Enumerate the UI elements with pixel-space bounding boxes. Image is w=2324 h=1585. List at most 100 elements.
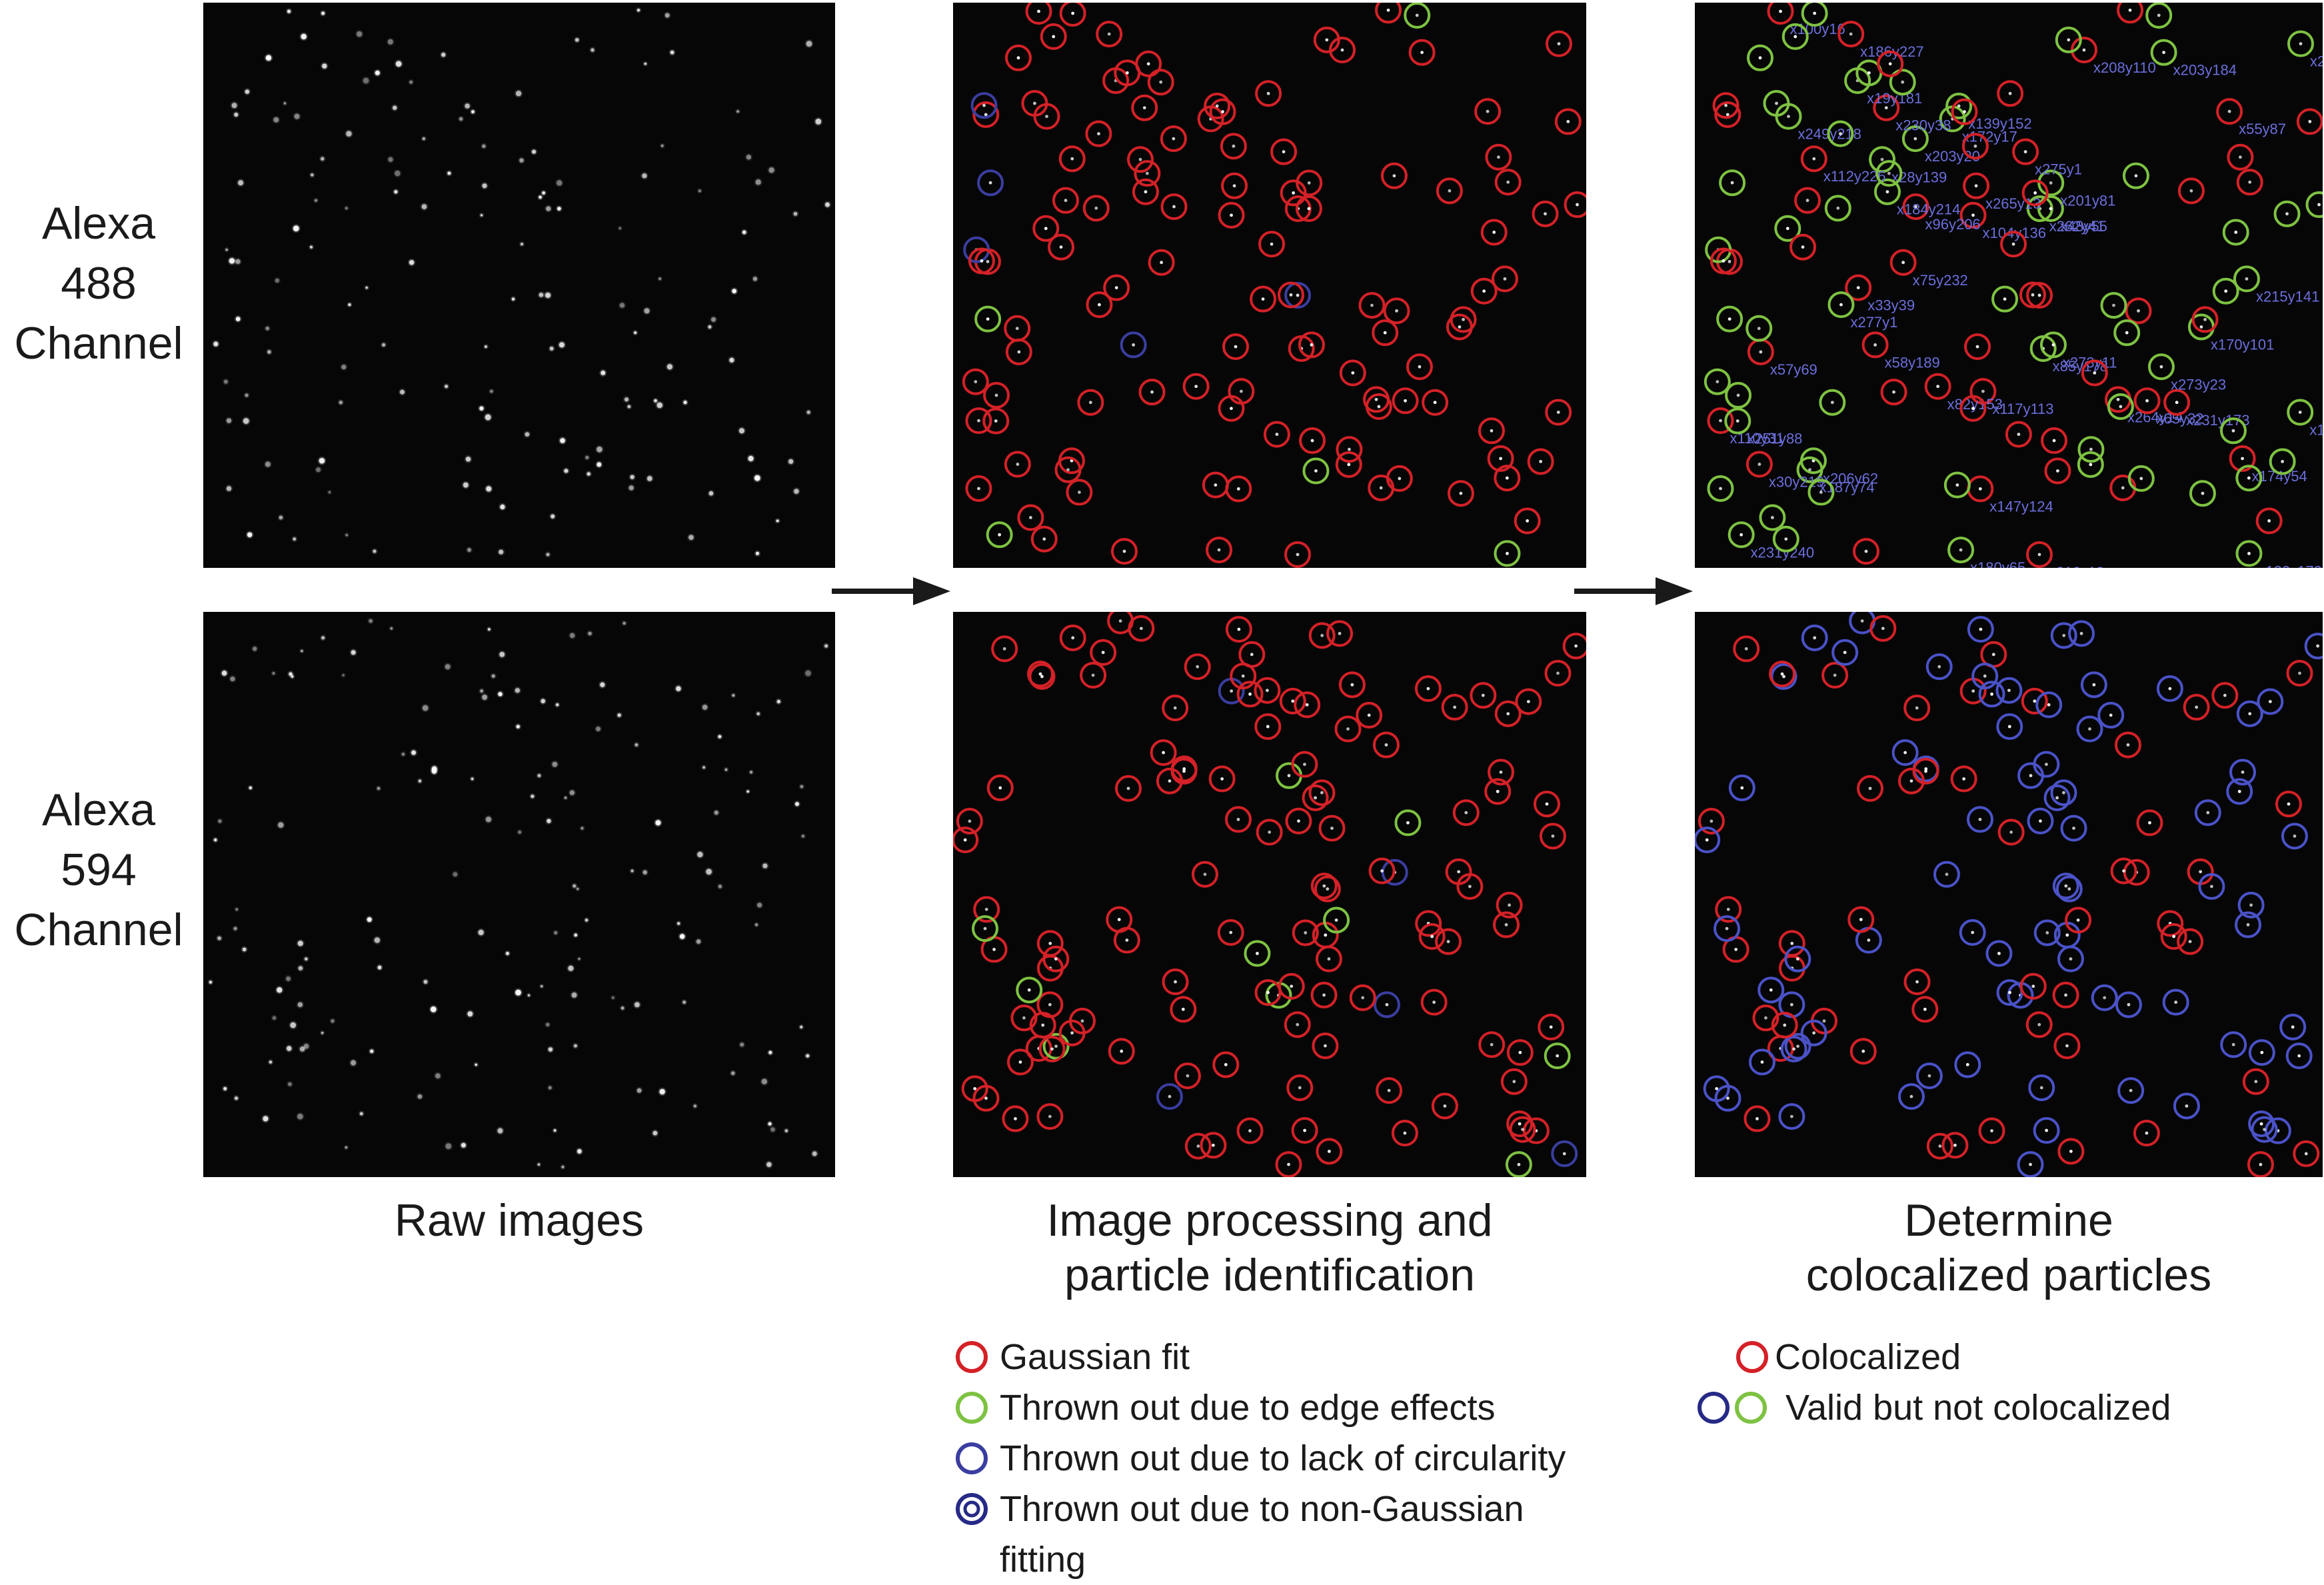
particle-spot <box>461 1142 466 1148</box>
particle-spot <box>1446 940 1450 944</box>
particle-spot <box>311 173 314 177</box>
particle-circle-icon <box>2019 281 2046 309</box>
raw-image-488 <box>203 3 835 568</box>
particle-spot <box>1379 486 1383 490</box>
particle-spot <box>1909 1094 1913 1098</box>
particle-circle-icon <box>2162 988 2189 1016</box>
processed-image-594 <box>953 612 1586 1177</box>
particle-spot <box>235 908 239 911</box>
particle-spot <box>683 401 687 405</box>
particle-spot <box>370 1049 374 1053</box>
particle-spot <box>298 966 303 970</box>
particle-spot <box>596 462 602 467</box>
particle-spot <box>1936 385 1940 389</box>
particle-spot <box>2157 13 2161 17</box>
particle-spot <box>1923 1007 1927 1011</box>
particle-spot <box>1040 675 1044 679</box>
particle-circle-icon <box>2052 872 2079 900</box>
particle-spot <box>2317 203 2321 207</box>
particle-circle-icon <box>1480 219 1508 246</box>
particle-circle-icon <box>1748 1048 1775 1076</box>
particle-circle-icon <box>1278 972 1305 1000</box>
particle-spot <box>1793 35 1797 39</box>
particle-spot <box>1860 619 1864 623</box>
particle-circle-icon <box>1447 480 1474 507</box>
particle-spot <box>696 939 701 944</box>
particle-circle-icon <box>1295 195 1322 223</box>
coordinate-label: x139y152 <box>1968 115 2031 132</box>
particle-circle-icon <box>2053 1032 2081 1060</box>
particle-spot <box>515 688 521 693</box>
particle-spot <box>1182 767 1186 771</box>
particle-spot <box>1867 71 1871 75</box>
particle-spot <box>1186 1074 1190 1078</box>
particle-spot <box>393 105 397 110</box>
particle-circle-icon <box>1564 191 1586 219</box>
particle-spot <box>1849 32 1853 36</box>
particle-spot <box>1715 1086 1719 1090</box>
particle-spot <box>578 958 581 960</box>
particle-circle-icon <box>2035 691 2063 719</box>
particle-spot <box>1822 1019 1826 1023</box>
particle-spot <box>1953 1143 1957 1147</box>
particle-spot <box>1150 390 1154 394</box>
particle-spot <box>2145 399 2149 403</box>
particle-spot <box>1780 672 1784 676</box>
particle-spot <box>1901 80 1905 84</box>
particle-spot <box>297 1113 303 1120</box>
particle-spot <box>395 170 401 177</box>
particle-spot <box>2037 1022 2041 1026</box>
particle-spot <box>499 652 505 657</box>
particle-spot <box>800 785 804 789</box>
particle-spot <box>577 1149 582 1154</box>
particle-spot <box>1050 1047 1054 1051</box>
particle-spot <box>1314 469 1318 473</box>
particle-circle-icon <box>1115 775 1142 802</box>
particle-spot <box>225 249 228 251</box>
particle-spot <box>1071 636 1075 640</box>
particle-circle-icon <box>1514 507 1541 535</box>
particle-spot <box>806 410 810 415</box>
particle-spot <box>1430 934 1434 938</box>
particle-circle-icon <box>1058 145 1086 173</box>
particle-spot <box>1091 673 1095 677</box>
particle-circle-icon <box>1852 538 1879 565</box>
particle-circle-icon <box>1103 274 1130 301</box>
particle-circle-icon <box>1978 681 2005 708</box>
particle-spot <box>2037 293 2041 297</box>
particle-spot <box>541 699 545 704</box>
particle-spot <box>1859 918 1863 922</box>
particle-circle-icon <box>1491 265 1518 293</box>
particle-circle-icon <box>1082 195 1110 222</box>
particle-circle-icon <box>970 92 998 119</box>
particle-spot <box>977 487 980 491</box>
particle-spot <box>546 553 550 557</box>
particle-spot <box>467 1011 473 1017</box>
particle-circle-icon <box>2236 700 2263 727</box>
particle-spot <box>756 712 760 716</box>
particle-spot <box>1562 1152 1566 1156</box>
particle-spot <box>1044 227 1048 231</box>
particle-spot <box>1406 821 1410 824</box>
particle-spot <box>568 965 574 971</box>
particle-spot <box>1792 1047 1795 1051</box>
particle-circle-icon <box>1284 282 1312 309</box>
particle-circle-icon <box>1415 910 1442 937</box>
particle-glow <box>568 789 577 796</box>
particle-spot <box>1377 405 1381 409</box>
particle-circle-icon <box>1048 233 1075 261</box>
particle-spot <box>497 1128 503 1134</box>
particle-spot <box>1526 700 1530 704</box>
particle-spot <box>1443 1104 1447 1108</box>
processed-image-488 <box>953 3 1586 568</box>
particle-circle-icon <box>1004 451 1031 478</box>
particle-spot <box>489 389 493 393</box>
particle-spot <box>253 647 257 651</box>
green-circle-icon <box>956 1392 988 1424</box>
particle-spot <box>527 994 531 996</box>
particle-spot <box>1959 548 1963 552</box>
particle-spot <box>2067 38 2071 42</box>
particle-spot <box>1506 180 1510 184</box>
particle-spot <box>1117 918 1121 922</box>
legend-item-gaussian-fit: Gaussian fit <box>953 1332 1660 1382</box>
